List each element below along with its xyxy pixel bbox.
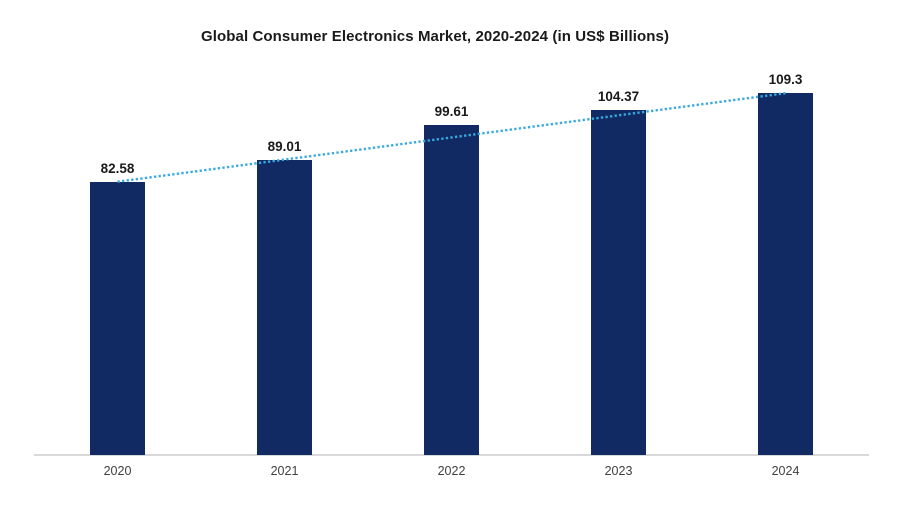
x-tick-label-2024: 2024 <box>771 464 800 478</box>
x-tick-label-2022: 2022 <box>437 464 466 478</box>
x-tick-label-2020: 2020 <box>103 464 132 478</box>
bar-2020 <box>90 181 145 455</box>
bar-2023 <box>591 109 646 455</box>
bar-2022 <box>424 125 479 455</box>
bar-2024 <box>758 93 813 455</box>
bar-2021 <box>257 160 312 455</box>
chart-title: Global Consumer Electronics Market, 2020… <box>200 28 670 45</box>
x-tick-label-2021: 2021 <box>270 464 299 478</box>
x-tick-label-2023: 2023 <box>604 464 633 478</box>
trendline-dotted-line <box>117 92 786 183</box>
x-axis-line <box>34 454 869 456</box>
